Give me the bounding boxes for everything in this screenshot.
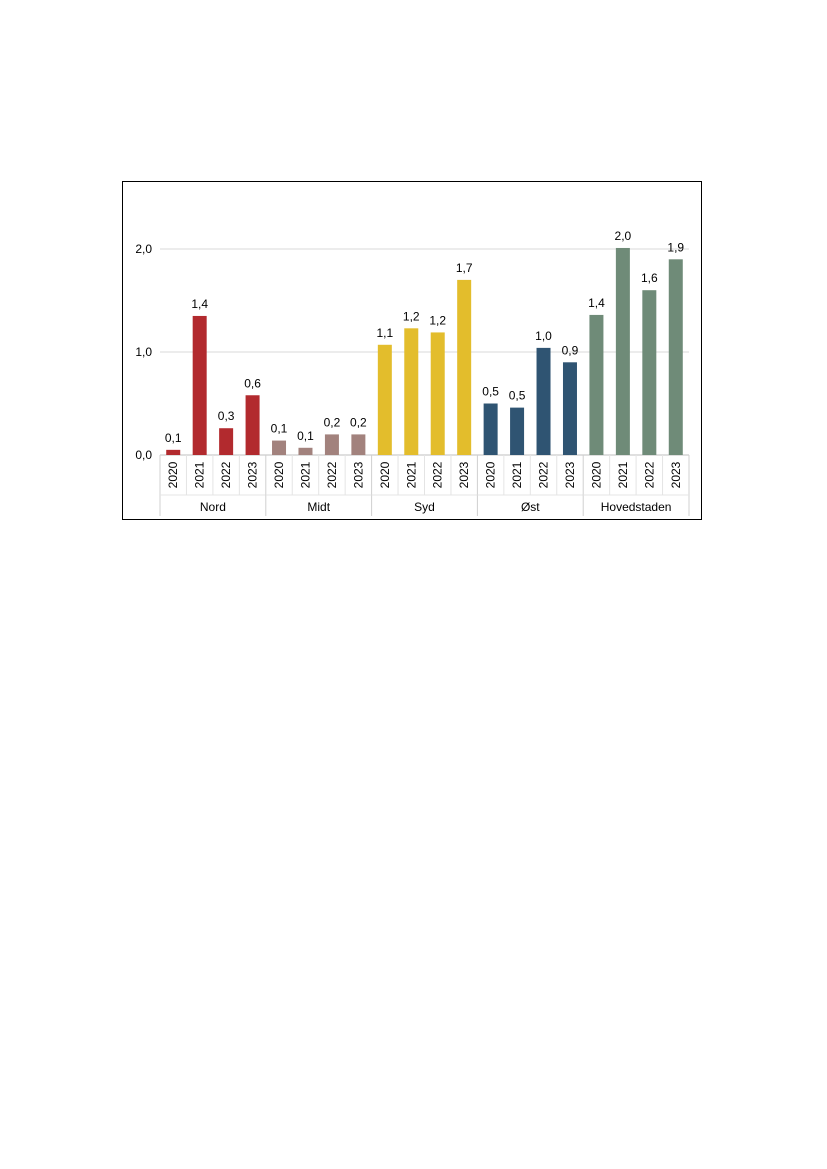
bar <box>324 434 339 455</box>
x-tick-label: 2020 <box>166 461 180 488</box>
data-label: 0,5 <box>509 389 526 403</box>
y-tick-label: 1,0 <box>135 345 152 359</box>
data-label: 0,3 <box>218 409 235 423</box>
x-tick-label: 2020 <box>378 461 392 488</box>
bar <box>562 362 577 455</box>
bar <box>166 449 181 455</box>
bar <box>298 447 313 455</box>
x-tick-label: 2023 <box>351 461 365 488</box>
group-label: Syd <box>414 500 435 514</box>
chart-frame: 0,0 1,0 2,0 0,1 2020 1,4 2021 0,3 2022 0,6 2023 Nor… <box>122 181 702 520</box>
x-tick-label: 2023 <box>457 461 471 488</box>
bar <box>404 328 419 455</box>
bar <box>351 434 366 455</box>
data-label: 0,9 <box>562 343 579 357</box>
x-tick-label: 2021 <box>404 461 418 488</box>
data-label: 1,2 <box>429 313 446 327</box>
x-tick-label: 2020 <box>272 461 286 488</box>
bar <box>192 315 207 455</box>
x-tick-label: 2023 <box>563 461 577 488</box>
data-label: 1,4 <box>191 297 208 311</box>
x-tick-label: 2022 <box>431 461 445 488</box>
bar-chart: 0,0 1,0 2,0 0,1 2020 1,4 2021 0,3 2022 0,6 2023 Nor… <box>135 229 690 516</box>
x-tick-label: 2022 <box>325 461 339 488</box>
x-tick-label: 2022 <box>642 461 656 488</box>
x-tick-label: 2020 <box>589 461 603 488</box>
data-label: 1,9 <box>667 240 684 254</box>
data-label: 1,1 <box>376 326 393 340</box>
bar <box>615 247 630 455</box>
data-label: 1,0 <box>535 329 552 343</box>
bar <box>457 279 472 455</box>
bar <box>272 440 287 455</box>
bar <box>245 395 260 455</box>
bar <box>510 407 525 455</box>
data-label: 0,1 <box>297 429 314 443</box>
x-tick-label: 2020 <box>484 461 498 488</box>
x-tick-label: 2023 <box>669 461 683 488</box>
bar <box>377 344 392 455</box>
bar <box>430 332 445 455</box>
bar <box>642 290 657 455</box>
data-label: 0,2 <box>324 415 341 429</box>
x-tick-label: 2021 <box>298 461 312 488</box>
group-label: Hovedstaden <box>601 500 672 514</box>
data-label: 1,6 <box>641 271 658 285</box>
x-tick-label: 2023 <box>246 461 260 488</box>
data-label: 0,2 <box>350 415 367 429</box>
data-label: 1,7 <box>456 261 473 275</box>
data-label: 0,1 <box>271 422 288 436</box>
data-label: 0,1 <box>165 431 182 445</box>
y-tick-label: 0,0 <box>135 448 152 462</box>
bar <box>589 314 604 455</box>
bar <box>483 403 498 455</box>
data-label: 1,2 <box>403 309 420 323</box>
bar <box>536 347 551 455</box>
group-label: Øst <box>521 500 540 514</box>
y-tick-label: 2,0 <box>135 242 152 256</box>
data-label: 0,5 <box>482 385 499 399</box>
x-tick-label: 2021 <box>616 461 630 488</box>
bar <box>219 428 234 455</box>
data-label: 2,0 <box>615 229 632 243</box>
data-label: 1,4 <box>588 296 605 310</box>
x-tick-label: 2021 <box>193 461 207 488</box>
x-tick-label: 2021 <box>510 461 524 488</box>
x-tick-label: 2022 <box>219 461 233 488</box>
group-label: Nord <box>200 500 226 514</box>
x-tick-label: 2022 <box>537 461 551 488</box>
group-label: Midt <box>307 500 330 514</box>
data-label: 0,6 <box>244 376 261 390</box>
bar <box>668 259 683 455</box>
